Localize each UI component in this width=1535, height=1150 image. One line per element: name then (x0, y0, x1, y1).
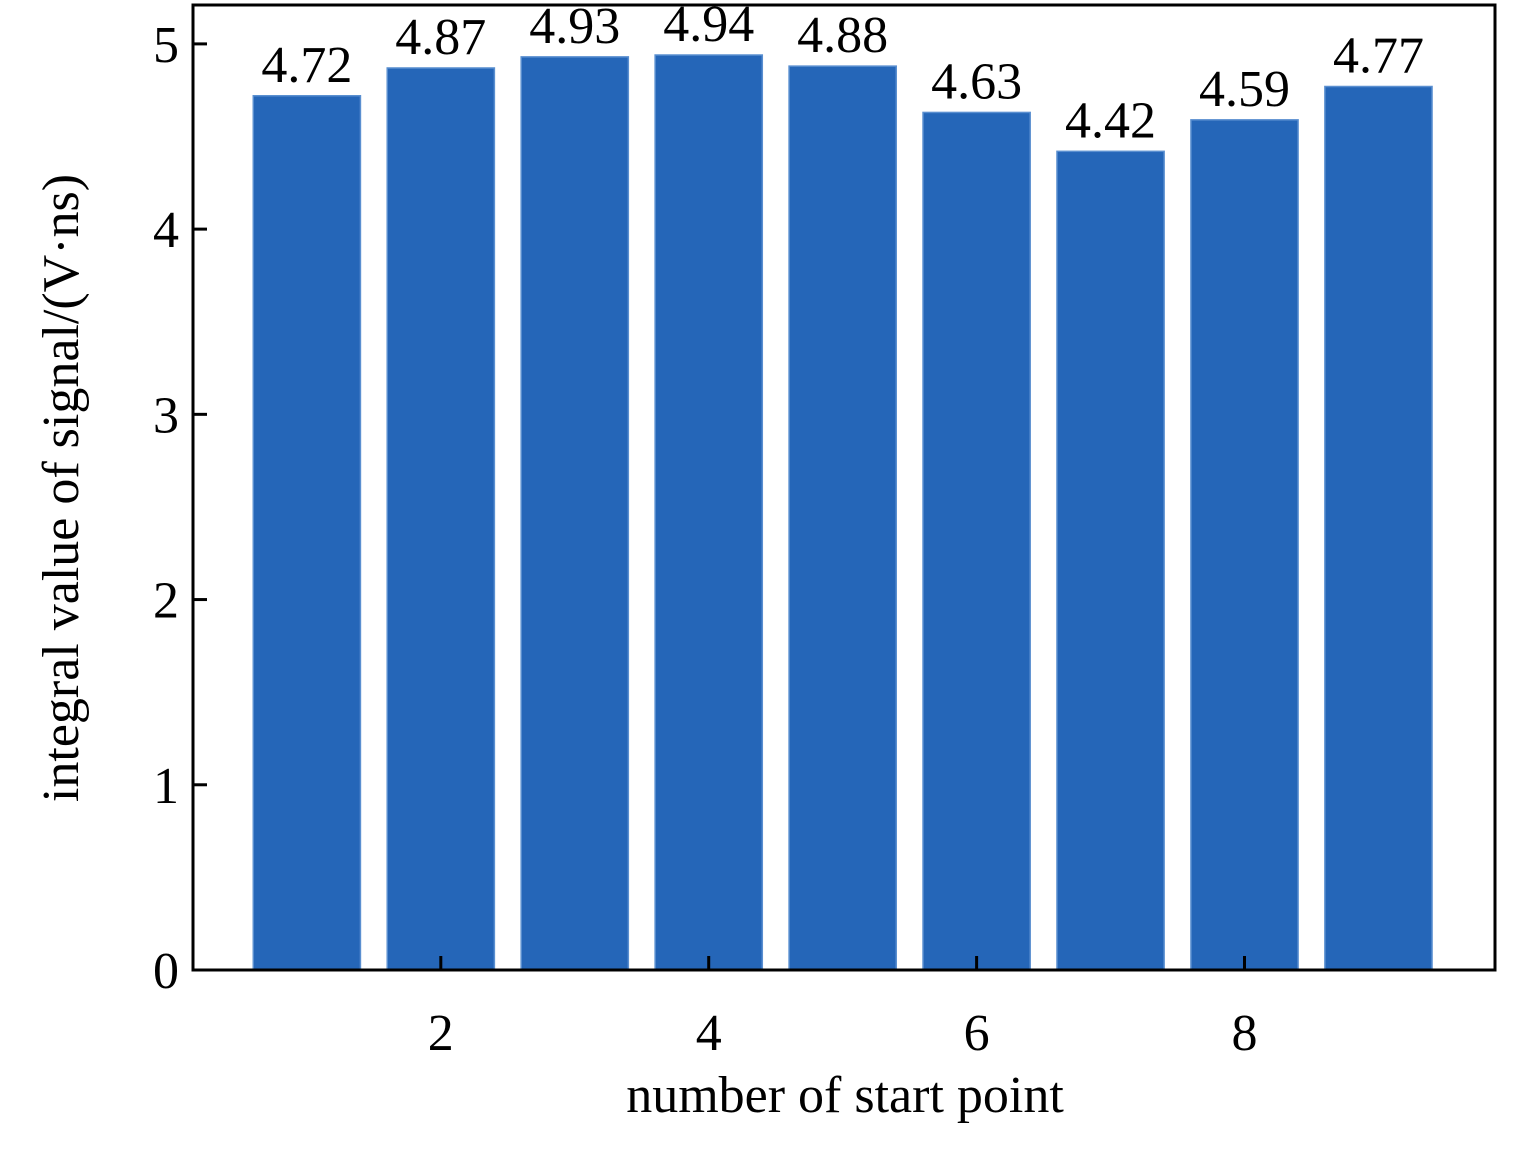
data-label: 4.88 (797, 7, 888, 64)
bar (922, 111, 1031, 971)
plot-frame (191, 3, 1497, 972)
data-label: 4.77 (1333, 27, 1424, 84)
bar (386, 67, 496, 971)
y-tick-label: 1 (153, 758, 179, 815)
y-axis-label: integral value of signal/(V·ns) (33, 174, 90, 802)
bar (1324, 85, 1433, 971)
y-tick-label: 3 (153, 387, 179, 444)
y-tick-label: 4 (153, 202, 179, 259)
data-label: 4.72 (261, 37, 352, 94)
y-tick-label: 0 (153, 943, 179, 1000)
bar (654, 54, 764, 971)
x-tick-label: 4 (696, 1005, 722, 1062)
data-label: 4.94 (663, 0, 754, 53)
x-axis-label: number of start point (626, 1067, 1064, 1124)
bar (788, 65, 897, 971)
data-label: 4.93 (529, 0, 620, 55)
data-label: 4.63 (931, 53, 1022, 110)
x-tick-label: 8 (1232, 1005, 1258, 1062)
data-label: 4.87 (395, 9, 486, 66)
bar (1056, 150, 1165, 971)
bar (520, 56, 630, 971)
data-label: 4.42 (1065, 92, 1156, 149)
bar (252, 95, 362, 971)
bar (1190, 119, 1299, 971)
y-tick-label: 2 (153, 573, 179, 630)
data-label: 4.59 (1199, 61, 1290, 118)
y-tick-label: 5 (153, 17, 179, 74)
x-tick-label: 2 (428, 1005, 454, 1062)
x-tick-label: 6 (964, 1005, 990, 1062)
